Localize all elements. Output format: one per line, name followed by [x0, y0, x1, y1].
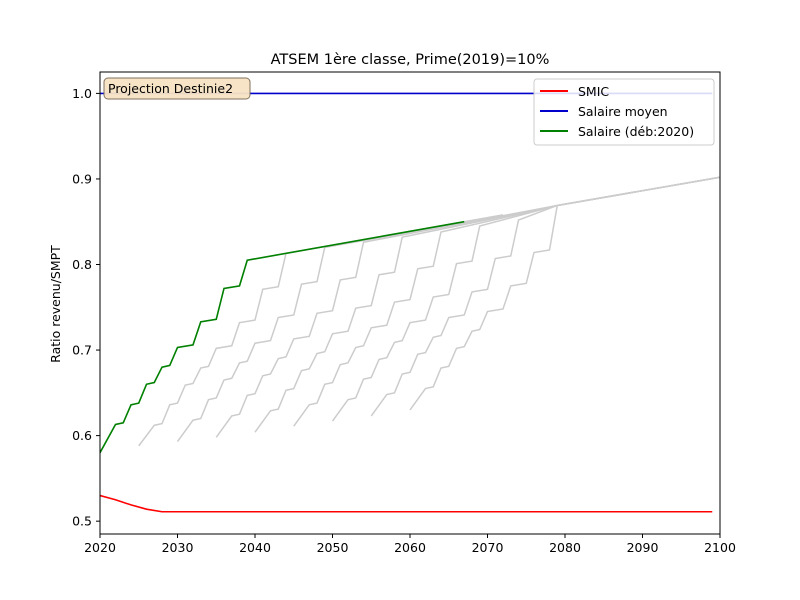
x-tick-label: 2070	[472, 540, 504, 555]
background-series-group	[138, 176, 720, 447]
x-tick-label: 2060	[394, 540, 426, 555]
x-tick-label: 2020	[84, 540, 116, 555]
x-tick-label: 2080	[549, 540, 581, 555]
x-tick-label: 2100	[704, 540, 736, 555]
y-tick-label: 0.8	[72, 257, 92, 272]
y-tick-label: 0.6	[72, 428, 92, 443]
plot-frame	[99, 71, 721, 535]
legend-label-salaire-deb-2020: Salaire (déb:2020)	[578, 124, 694, 139]
background-series-line-4	[293, 176, 720, 427]
background-series-line-3	[254, 176, 720, 433]
y-tick-label: 0.7	[72, 343, 92, 358]
background-series-line-6	[370, 176, 720, 417]
y-tick-label: 0.5	[72, 514, 92, 529]
chart-title: ATSEM 1ère classe, Prime(2019)=10%	[271, 52, 550, 68]
x-tick-label: 2040	[239, 540, 271, 555]
series-line-salaire-deb-2020	[100, 220, 465, 454]
annotation-box: Projection Destinie2	[103, 77, 251, 100]
y-axis-label: Ratio revenu/SMPT	[48, 245, 63, 363]
background-series-line-0	[138, 214, 504, 447]
background-series-line-7	[409, 176, 720, 411]
legend-label-smic: SMIC	[578, 84, 609, 99]
x-tick-label: 2090	[627, 540, 659, 555]
series-line-smic	[100, 494, 713, 513]
y-tick-label: 0.9	[72, 171, 92, 186]
annotation-text: Projection Destinie2	[108, 81, 233, 96]
background-series-line-2	[215, 176, 720, 438]
x-tick-label: 2030	[162, 540, 194, 555]
legend-frame	[533, 78, 715, 146]
background-series-line-1	[176, 208, 542, 443]
background-series-line-5	[331, 176, 720, 422]
axis-ticks: 2020 2030 2040 2050 2060 2070 2080 2090 2100 0.5 0…	[72, 86, 736, 555]
y-tick-label: 1.0	[72, 86, 92, 101]
legend: SMIC Salaire moyen Salaire (déb:2020)	[533, 78, 715, 146]
legend-label-salaire-moyen: Salaire moyen	[578, 104, 668, 119]
x-tick-label: 2050	[317, 540, 349, 555]
